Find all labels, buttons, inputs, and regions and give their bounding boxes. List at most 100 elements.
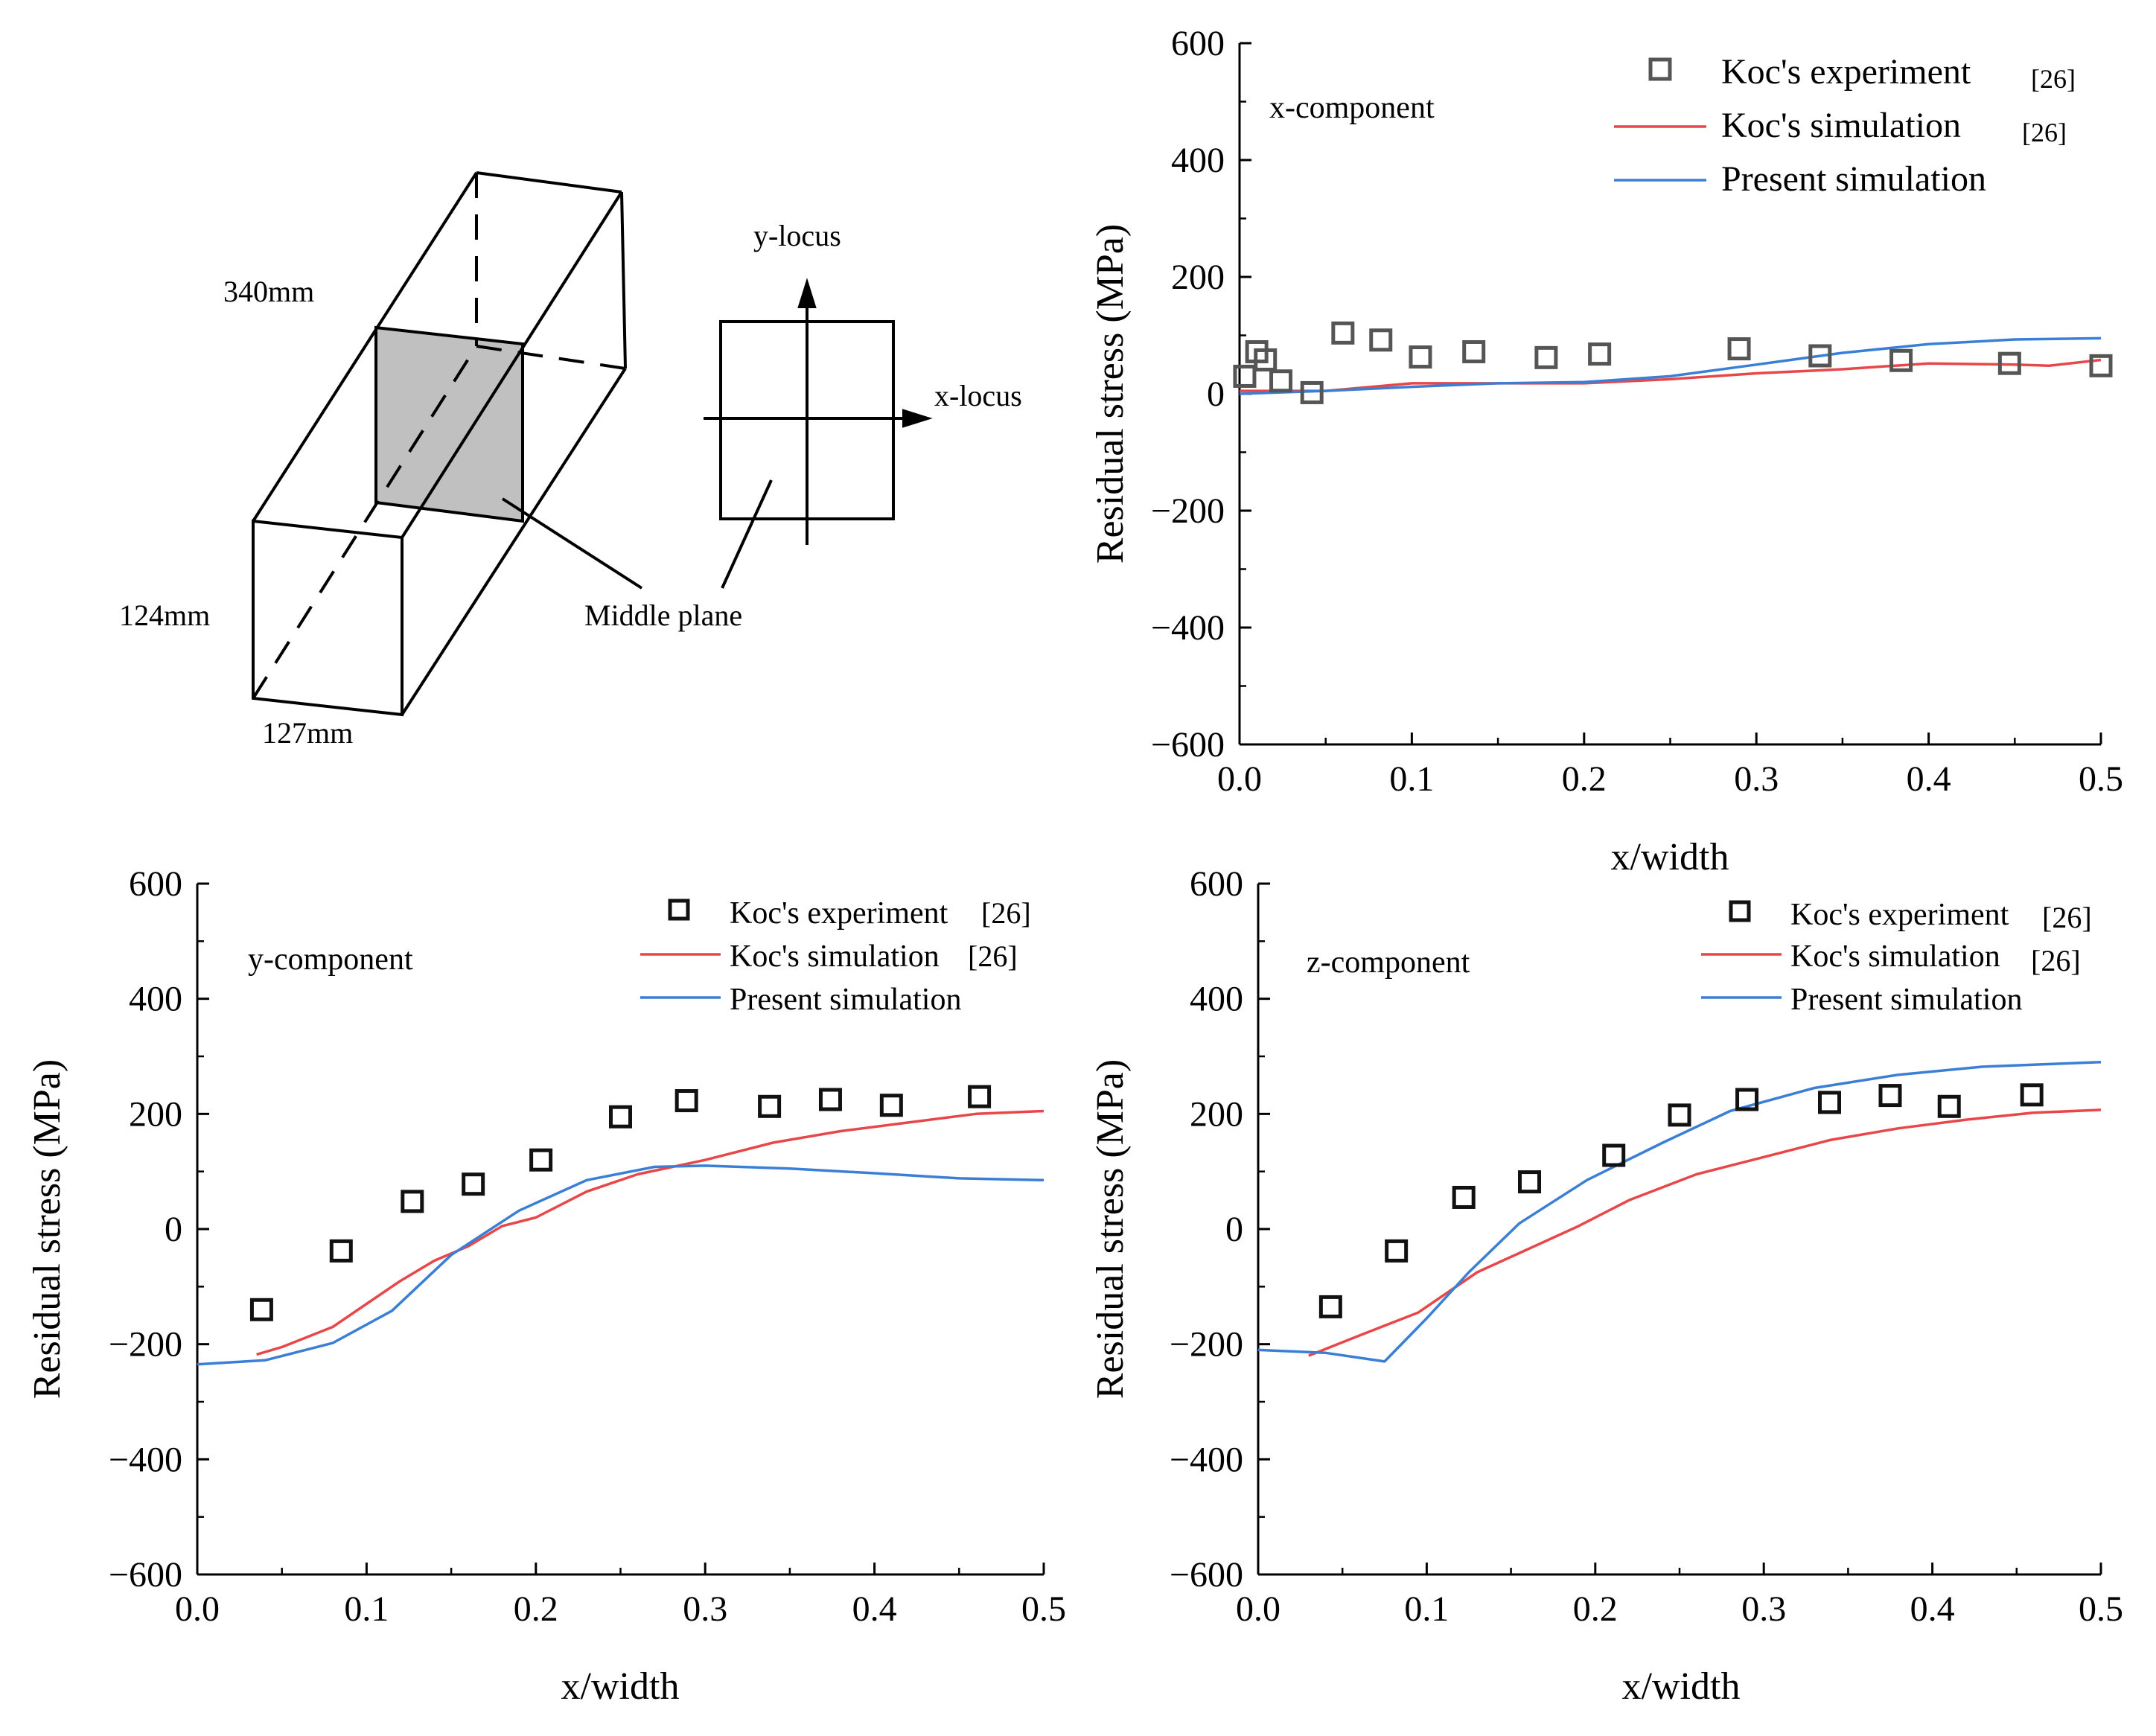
x-tick-label: 0.0 [1217,759,1262,799]
experiment-point [609,1105,632,1129]
block-edge-top-right [401,191,623,539]
legend-ref-koc: [26] [968,939,1018,973]
x-tick-label: 0.5 [1021,1589,1066,1629]
x-tick-label: 0.2 [514,1589,558,1629]
chart-legend: Koc's experiment [26] Koc's simulation [… [1701,898,2092,1017]
experiment-point [968,1085,992,1108]
experiment-point [1668,1103,1691,1127]
x-tick-label: 0.1 [1389,759,1434,799]
experiment-point [1808,344,1832,368]
koc-simulation-line [1308,1108,2102,1357]
legend-marker [1648,57,1672,81]
y-tick-label: −400 [109,1440,182,1479]
present-simulation-line [197,1164,1044,1366]
chart-ylabel: Residual stress (MPa) [1089,224,1132,564]
y-tick-label: −600 [1170,1555,1243,1595]
legend-ref-experiment: [26] [2031,64,2076,94]
experiment-point [1331,321,1355,345]
dim-height-label: 124mm [119,599,210,632]
middle-plane-pointer [501,497,643,590]
y-tick-label: −200 [1170,1325,1243,1365]
experiment-point [462,1172,485,1196]
y-tick-label: 600 [129,864,182,904]
y-tick-label: 400 [129,980,182,1019]
present-simulation-line [1257,1060,2102,1363]
middle-plane-pointer-2 [721,479,773,589]
chart-ylabel: Residual stress (MPa) [1089,1059,1132,1399]
legend-label-experiment: Koc's experiment [1790,898,2009,932]
chart-component-label: x-component [1269,91,1435,125]
x-tick-label: 0.1 [344,1589,389,1629]
experiment-point [674,1089,698,1113]
y-tick-label: 0 [1225,1210,1243,1249]
experiment-point [1518,1170,1542,1194]
x-tick-label: 0.5 [2079,1589,2123,1629]
experiment-point [529,1148,553,1172]
x-tick-label: 0.2 [1562,759,1607,799]
chart-xlabel: x/width [1622,1665,1741,1708]
x-tick-label: 0.4 [1910,1589,1955,1629]
block-hidden-edge-diagonal [252,345,478,700]
experiment-point [249,1298,273,1321]
y-tick-label: 400 [1190,980,1243,1019]
block-front-face [252,519,404,717]
experiment-point [758,1094,782,1118]
y-tick-label: −600 [109,1555,182,1595]
experiment-point [401,1190,424,1213]
y-tick-label: 200 [1171,258,1225,297]
experiment-point [329,1239,353,1263]
chart-xlabel: x/width [1611,836,1729,878]
y-tick-label: 600 [1190,864,1243,904]
x-locus-arrowhead [902,409,933,428]
x-tick-label: 0.4 [1907,759,1951,799]
experiment-point [1233,364,1257,388]
x-tick-label: 0.2 [1573,1589,1618,1629]
experiment-point [1997,351,2021,375]
experiment-point [1300,380,1324,404]
experiment-point [1254,348,1278,371]
experiment-point [1318,1295,1342,1318]
experiment-point [818,1088,842,1111]
experiment-point [879,1094,903,1117]
chart-xlabel: x/width [561,1665,680,1708]
legend-marker [668,899,690,921]
block-diagram [252,171,933,717]
experiment-point [1369,328,1393,352]
dim-length-label: 340mm [223,275,314,308]
experiment-point [1588,342,1612,366]
block-edge-back-right [620,191,627,369]
koc-simulation-line [256,1109,1044,1356]
chart-component-label: y-component [248,942,413,977]
middle-plane-label: Middle plane [584,599,742,632]
experiment-point [1269,369,1293,393]
y-tick-label: 400 [1171,141,1225,180]
legend-marker [1729,900,1751,922]
legend-ref-experiment: [26] [2042,901,2092,934]
experiment-point [1452,1185,1476,1209]
chart-ylabel: Residual stress (MPa) [26,1059,68,1399]
y-tick-label: −200 [1151,491,1225,531]
legend-label-koc: Koc's simulation [1790,939,2000,974]
x-tick-label: 0.0 [1236,1589,1280,1629]
experiment-point [1735,1088,1759,1111]
legend-label-present: Present simulation [1721,159,1986,199]
block-edge-bottom-right [401,367,627,716]
x-locus-label: x-locus [934,379,1022,412]
middle-plane [374,325,524,523]
legend-ref-koc: [26] [2031,944,2081,977]
y-tick-label: −200 [109,1325,182,1365]
x-tick-label: 0.5 [2079,759,2123,799]
experiment-point [1409,345,1432,369]
x-tick-label: 0.4 [852,1589,897,1629]
block-edge-top-left [252,171,478,523]
chart-y-component: y-component Residual stress (MPa) x/widt… [26,864,1066,1708]
legend-label-present: Present simulation [1790,983,2022,1017]
y-tick-label: −400 [1170,1440,1243,1479]
legend-label-experiment: Koc's experiment [1721,52,1971,92]
chart-legend: Koc's experiment [26] Koc's simulation [… [640,896,1031,1017]
y-tick-label: 600 [1171,24,1225,63]
x-tick-label: 0.3 [1741,1589,1786,1629]
experiment-point [2020,1083,2044,1107]
experiment-point [1937,1094,1961,1118]
